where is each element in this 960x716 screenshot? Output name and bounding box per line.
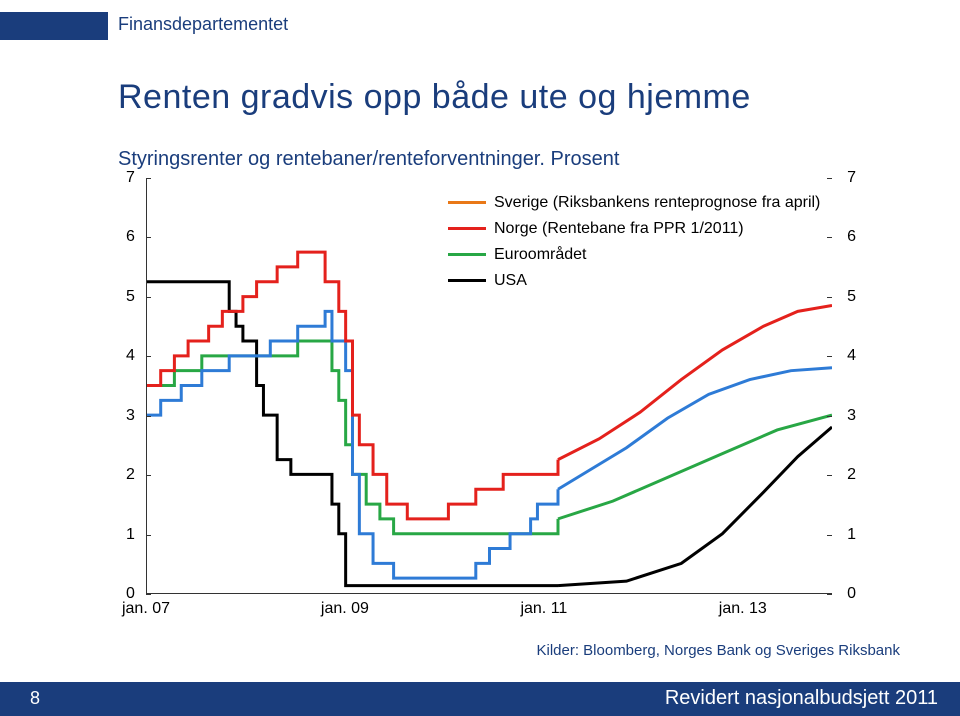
y-tick-left: 1: [126, 526, 135, 544]
legend-label: Euroområdet: [494, 246, 587, 263]
y-tick-right: 3: [847, 407, 856, 425]
y-tick-left: 3: [126, 407, 135, 425]
y-tick-right: 2: [847, 466, 856, 484]
footer-text: Revidert nasjonalbudsjett 2011: [665, 687, 938, 710]
legend-swatch: [448, 201, 486, 204]
y-tick-right: 7: [847, 169, 856, 187]
legend-label: USA: [494, 272, 527, 289]
page-number: 8: [30, 688, 40, 709]
x-tick-label: jan. 07: [122, 600, 170, 618]
y-tick-left: 4: [126, 347, 135, 365]
chart-source: Kilder: Bloomberg, Norges Bank og Sverig…: [536, 642, 900, 659]
legend-item: USA: [448, 272, 527, 290]
chart-subtitle: Styringsrenter og rentebaner/renteforven…: [118, 148, 619, 171]
legend-item: Norge (Rentebane fra PPR 1/2011): [448, 220, 744, 238]
legend-label: Sverige (Riksbankens renteprognose fra a…: [494, 194, 820, 211]
legend-item: Sverige (Riksbankens renteprognose fra a…: [448, 194, 820, 212]
y-tick-left: 6: [126, 228, 135, 246]
page-title: Renten gradvis opp både ute og hjemme: [118, 78, 751, 117]
plot-area: [146, 178, 832, 594]
y-tick-left: 2: [126, 466, 135, 484]
y-tick-right: 5: [847, 288, 856, 306]
y-tick-right: 6: [847, 228, 856, 246]
y-tick-right: 1: [847, 526, 856, 544]
y-tick-right: 4: [847, 347, 856, 365]
legend-item: Euroområdet: [448, 246, 587, 264]
x-tick-label: jan. 11: [520, 600, 567, 618]
y-tick-left: 5: [126, 288, 135, 306]
legend-swatch: [448, 279, 486, 282]
y-tick-right: 0: [847, 585, 856, 603]
chart: 0011223344556677jan. 07jan. 09jan. 11jan…: [118, 178, 860, 622]
header-accent-bar: [0, 12, 108, 40]
legend-swatch: [448, 227, 486, 230]
department-label: Finansdepartementet: [118, 14, 288, 35]
y-tick-left: 7: [126, 169, 135, 187]
legend-swatch: [448, 253, 486, 256]
x-tick-label: jan. 13: [719, 600, 767, 618]
x-tick-label: jan. 09: [321, 600, 369, 618]
chart-svg: [147, 178, 832, 593]
legend-label: Norge (Rentebane fra PPR 1/2011): [494, 220, 744, 237]
